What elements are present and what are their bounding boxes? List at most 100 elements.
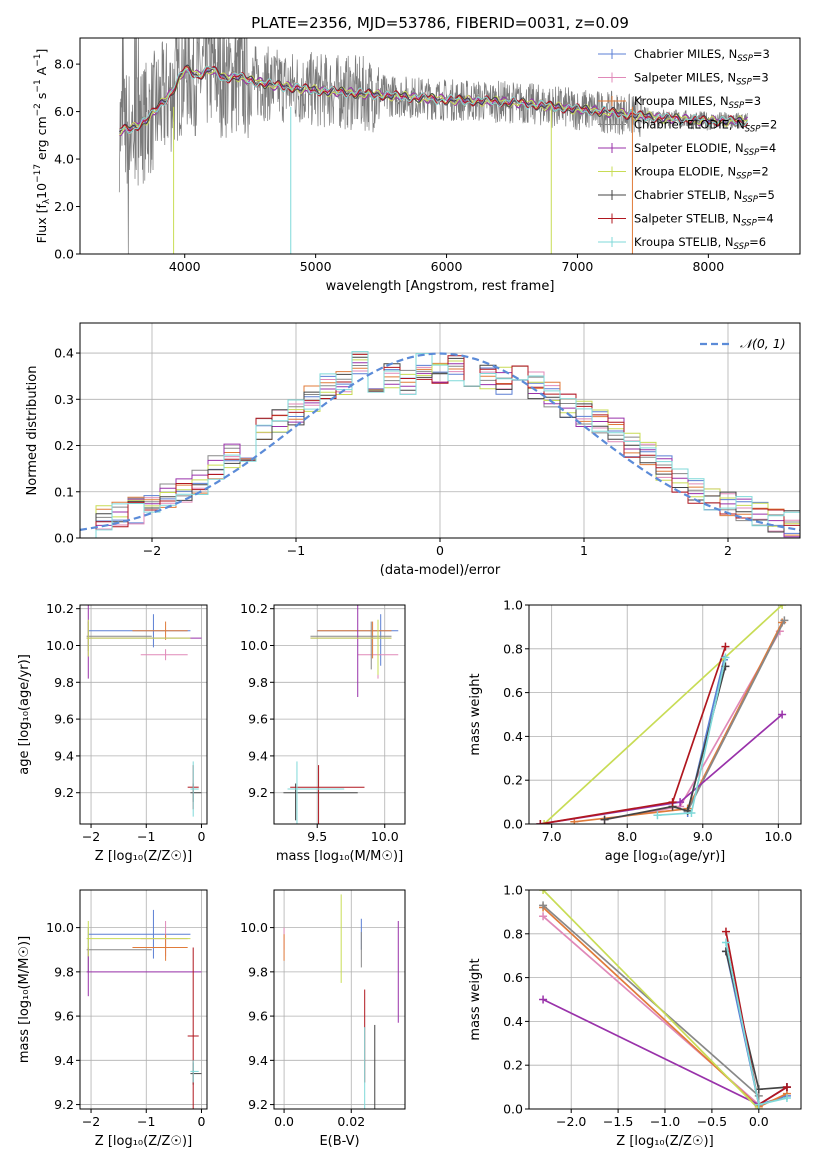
- legend-label: Chabrier ELODIE, NSSP=2: [634, 118, 777, 135]
- plot-area: [536, 605, 789, 824]
- legend-label: Kroupa STELIB, NSSP=6: [634, 235, 766, 252]
- x-tick-label: −1.5: [603, 1114, 633, 1129]
- y-tick-label: 0.0: [54, 531, 74, 546]
- weight-marker: [721, 927, 730, 936]
- residual-histogram: [80, 353, 800, 538]
- x-tick-label: −2: [82, 829, 100, 844]
- y-tick-label: 9.2: [248, 785, 268, 800]
- legend-label: Salpeter ELODIE, NSSP=4: [634, 141, 776, 158]
- y-tick-label: 8.0: [54, 57, 74, 72]
- legend-label: 𝒩(0, 1): [740, 336, 786, 351]
- y-axis-label: age [log₁₀(age/yr)]: [17, 654, 32, 775]
- x-axis-label: E(B-V): [319, 1134, 359, 1149]
- weight-marker: [782, 1083, 791, 1092]
- panel-weight_vs_Z: −2.0 −1.5 −1.0 −0.5 0.0 0.0 0.2 0.4 0.6 0.8 1.0 Z […: [468, 883, 802, 1149]
- legend-label: Salpeter MILES, NSSP=3: [634, 71, 769, 88]
- x-tick-label: 4000: [169, 259, 201, 274]
- axes-frame: [79, 604, 208, 825]
- weight-marker: [778, 710, 787, 719]
- x-axis-label: mass [log₁₀(M/M☉)]: [276, 849, 403, 864]
- residual-histogram: [80, 359, 800, 538]
- plot-area: [539, 890, 791, 1109]
- weight-marker: [540, 820, 549, 824]
- y-tick-label: 9.6: [248, 1009, 268, 1024]
- x-tick-label: 0.0: [274, 1114, 294, 1129]
- weight-marker: [687, 809, 696, 818]
- weight-marker: [721, 938, 730, 947]
- x-axis-label: Z [log₁₀(Z/Z☉)]: [95, 849, 192, 864]
- y-tick-label: 9.4: [248, 748, 268, 763]
- axes-frame: [273, 604, 406, 825]
- y-tick-label: 0.4: [503, 1014, 523, 1029]
- plot-area: [86, 605, 202, 817]
- weight-marker: [780, 616, 789, 625]
- weight-line: [543, 605, 783, 824]
- y-axis-label: Normed distribution: [25, 366, 40, 496]
- x-tick-label: 10.0: [764, 829, 792, 844]
- weight-line: [540, 646, 727, 824]
- residual-histogram: [80, 356, 800, 538]
- y-tick-label: 0.2: [54, 438, 74, 453]
- y-tick-label: 2.0: [54, 199, 74, 214]
- x-tick-label: 9.5: [307, 829, 327, 844]
- weight-marker: [539, 890, 548, 894]
- legend: Chabrier MILES, NSSP=3 Salpeter MILES, NS…: [598, 47, 777, 252]
- x-tick-label: −2: [143, 543, 161, 558]
- y-tick-label: 0.0: [503, 1102, 523, 1117]
- y-axis-label: mass weight: [468, 958, 483, 1040]
- x-tick-label: 9.0: [693, 829, 713, 844]
- y-tick-label: 0.4: [54, 346, 74, 361]
- y-tick-label: 9.4: [248, 1053, 268, 1068]
- legend-label: Kroupa ELODIE, NSSP=2: [634, 165, 769, 182]
- y-tick-label: 0.0: [503, 817, 523, 832]
- weight-marker: [539, 912, 548, 921]
- axes-frame: [273, 889, 406, 1110]
- plot-area: [86, 909, 202, 1109]
- y-tick-label: 10.0: [46, 638, 74, 653]
- panel-residuals: −2 −1 0 1 2 0.0 0.1 0.2 0.3 0.4 𝒩(0, 1) (data-model…: [25, 322, 801, 578]
- plot-area: [283, 605, 399, 824]
- axes-frame: [79, 889, 208, 1110]
- y-tick-label: 9.6: [248, 712, 268, 727]
- x-tick-label: 0: [436, 543, 444, 558]
- x-tick-label: 10.0: [371, 829, 399, 844]
- y-tick-label: 0.6: [503, 970, 523, 985]
- y-tick-label: 9.2: [248, 1097, 268, 1112]
- y-tick-label: 0.8: [503, 641, 523, 656]
- x-tick-label: 8.0: [617, 829, 637, 844]
- weight-marker: [754, 1100, 763, 1109]
- figure-title: PLATE=2356, MJD=53786, FIBERID=0031, z=0…: [251, 14, 629, 32]
- x-tick-label: −1: [137, 829, 155, 844]
- x-tick-label: −2: [82, 1114, 100, 1129]
- x-axis-label: Z [log₁₀(Z/Z☉)]: [95, 1134, 192, 1149]
- y-tick-label: 9.8: [54, 675, 74, 690]
- y-tick-label: 0.4: [503, 729, 523, 744]
- panel-spectrum: 4000 5000 6000 7000 8000 0.0 2.0 4.0 6.0 8.0 Chabr…: [33, 37, 801, 294]
- axes-frame: [528, 604, 802, 825]
- y-tick-label: 10.2: [46, 601, 74, 616]
- weight-marker: [782, 1094, 791, 1103]
- x-tick-label: 2: [724, 543, 732, 558]
- y-tick-label: 0.0: [54, 247, 74, 262]
- y-tick-label: 10.2: [240, 601, 268, 616]
- weight-line: [540, 713, 783, 824]
- x-tick-label: 0.02: [337, 1114, 365, 1129]
- weight-marker: [721, 653, 730, 662]
- x-tick-label: −1.0: [650, 1114, 680, 1129]
- weight-marker: [668, 798, 677, 807]
- weight-line: [542, 890, 760, 1109]
- x-axis-label: (data-model)/error: [380, 563, 501, 578]
- legend-label: Chabrier STELIB, NSSP=5: [634, 188, 775, 205]
- y-tick-label: 1.0: [503, 598, 523, 613]
- x-tick-label: 1: [580, 543, 588, 558]
- y-tick-label: 9.4: [54, 1053, 74, 1068]
- y-tick-label: 9.8: [248, 675, 268, 690]
- legend-label: Salpeter STELIB, NSSP=4: [634, 212, 774, 229]
- y-tick-label: 9.4: [54, 748, 74, 763]
- y-axis-label: mass [log₁₀(M/M☉)]: [17, 936, 32, 1063]
- x-tick-label: 0.0: [749, 1114, 769, 1129]
- y-tick-label: 0.6: [503, 685, 523, 700]
- weight-marker: [653, 811, 662, 820]
- y-tick-label: 9.2: [54, 1097, 74, 1112]
